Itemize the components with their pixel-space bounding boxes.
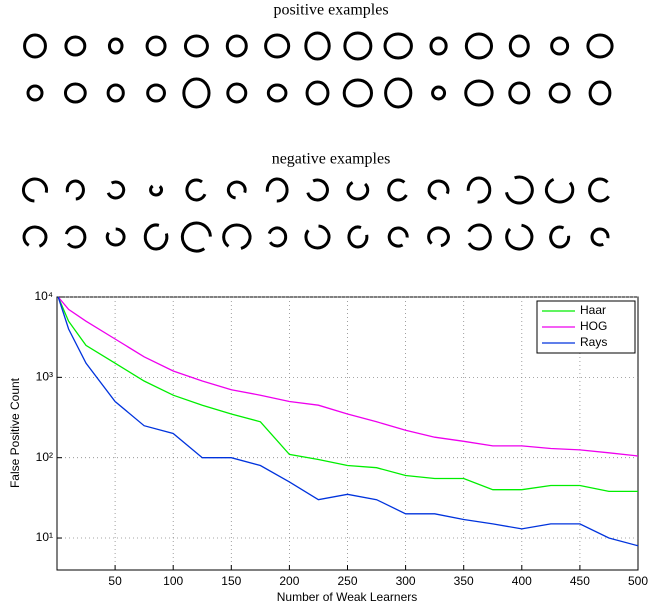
negative-example xyxy=(592,229,608,245)
negative-example xyxy=(349,227,367,247)
x-tick-label: 50 xyxy=(108,574,122,588)
positive-example xyxy=(510,36,528,56)
positive-example xyxy=(227,36,246,56)
positive-example xyxy=(433,87,445,99)
positive-example xyxy=(28,86,42,100)
negative-caption: negative examples xyxy=(272,151,391,168)
positive-example xyxy=(510,83,529,103)
negative-example xyxy=(187,180,205,200)
negative-example xyxy=(67,181,83,199)
x-tick-label: 200 xyxy=(279,574,299,588)
negative-example xyxy=(151,186,162,195)
negative-example xyxy=(66,227,85,247)
negative-example xyxy=(507,225,532,249)
negative-example xyxy=(228,182,245,198)
legend-label: Rays xyxy=(580,335,607,349)
figure: positive examples negative examples Numb… xyxy=(0,0,663,607)
positive-example xyxy=(386,79,411,107)
x-tick-label: 500 xyxy=(628,574,648,588)
negative-example xyxy=(23,179,46,201)
negative-example xyxy=(546,179,572,202)
x-tick-label: 100 xyxy=(163,574,183,588)
positive-example xyxy=(184,79,209,107)
positive-example xyxy=(228,84,246,102)
y-axis-label: False Positive Count xyxy=(8,377,22,488)
positive-example xyxy=(66,37,85,55)
y-tick-label: 10⁴ xyxy=(34,289,53,303)
y-tick-label: 10³ xyxy=(36,370,53,384)
positive-example xyxy=(266,35,289,57)
negative-example xyxy=(267,179,287,201)
negative-example xyxy=(107,229,124,245)
negative-example xyxy=(269,228,285,246)
x-tick-label: 250 xyxy=(337,574,357,588)
negative-example xyxy=(469,225,491,249)
x-tick-label: 150 xyxy=(221,574,241,588)
negative-example xyxy=(306,226,329,248)
negative-example xyxy=(224,225,250,248)
positive-example xyxy=(109,39,122,53)
x-tick-label: 400 xyxy=(512,574,532,588)
legend-label: HOG xyxy=(580,319,607,333)
positive-example xyxy=(431,38,446,54)
positive-example xyxy=(185,36,207,56)
negative-example xyxy=(182,223,210,251)
negative-example xyxy=(507,177,533,203)
negative-example xyxy=(389,180,407,200)
positive-example xyxy=(268,85,286,101)
positive-example xyxy=(590,82,610,104)
x-tick-label: 450 xyxy=(570,574,590,588)
positive-example xyxy=(147,37,165,55)
x-axis-label: Number of Weak Learners xyxy=(277,590,418,604)
negative-example xyxy=(145,225,167,249)
negative-example xyxy=(429,228,449,246)
negative-example xyxy=(590,179,609,201)
positive-example xyxy=(385,34,411,58)
positive-example xyxy=(108,85,123,101)
y-tick-label: 10¹ xyxy=(36,530,53,544)
positive-caption: positive examples xyxy=(273,2,388,19)
negative-example xyxy=(108,182,123,198)
negative-example xyxy=(348,182,368,199)
positive-example xyxy=(148,85,165,101)
negative-example xyxy=(389,228,407,246)
negative-example xyxy=(429,181,448,199)
negative-example xyxy=(24,227,46,246)
x-tick-label: 300 xyxy=(396,574,416,588)
positive-example xyxy=(588,35,612,57)
y-tick-label: 10² xyxy=(36,450,53,464)
negative-example xyxy=(468,178,490,202)
positive-example xyxy=(25,35,46,57)
legend-label: Haar xyxy=(580,303,606,317)
x-tick-label: 350 xyxy=(454,574,474,588)
positive-example xyxy=(65,84,85,102)
positive-example xyxy=(552,38,568,54)
negative-example xyxy=(308,180,328,200)
positive-example xyxy=(306,33,329,59)
positive-example xyxy=(550,84,569,102)
positive-example xyxy=(466,81,492,105)
page: positive examples negative examples Numb… xyxy=(0,0,663,607)
example-shapes xyxy=(23,33,612,251)
positive-example xyxy=(345,33,371,59)
positive-example xyxy=(344,80,371,106)
positive-example xyxy=(307,82,328,104)
positive-example xyxy=(466,34,491,58)
negative-example xyxy=(551,227,569,247)
